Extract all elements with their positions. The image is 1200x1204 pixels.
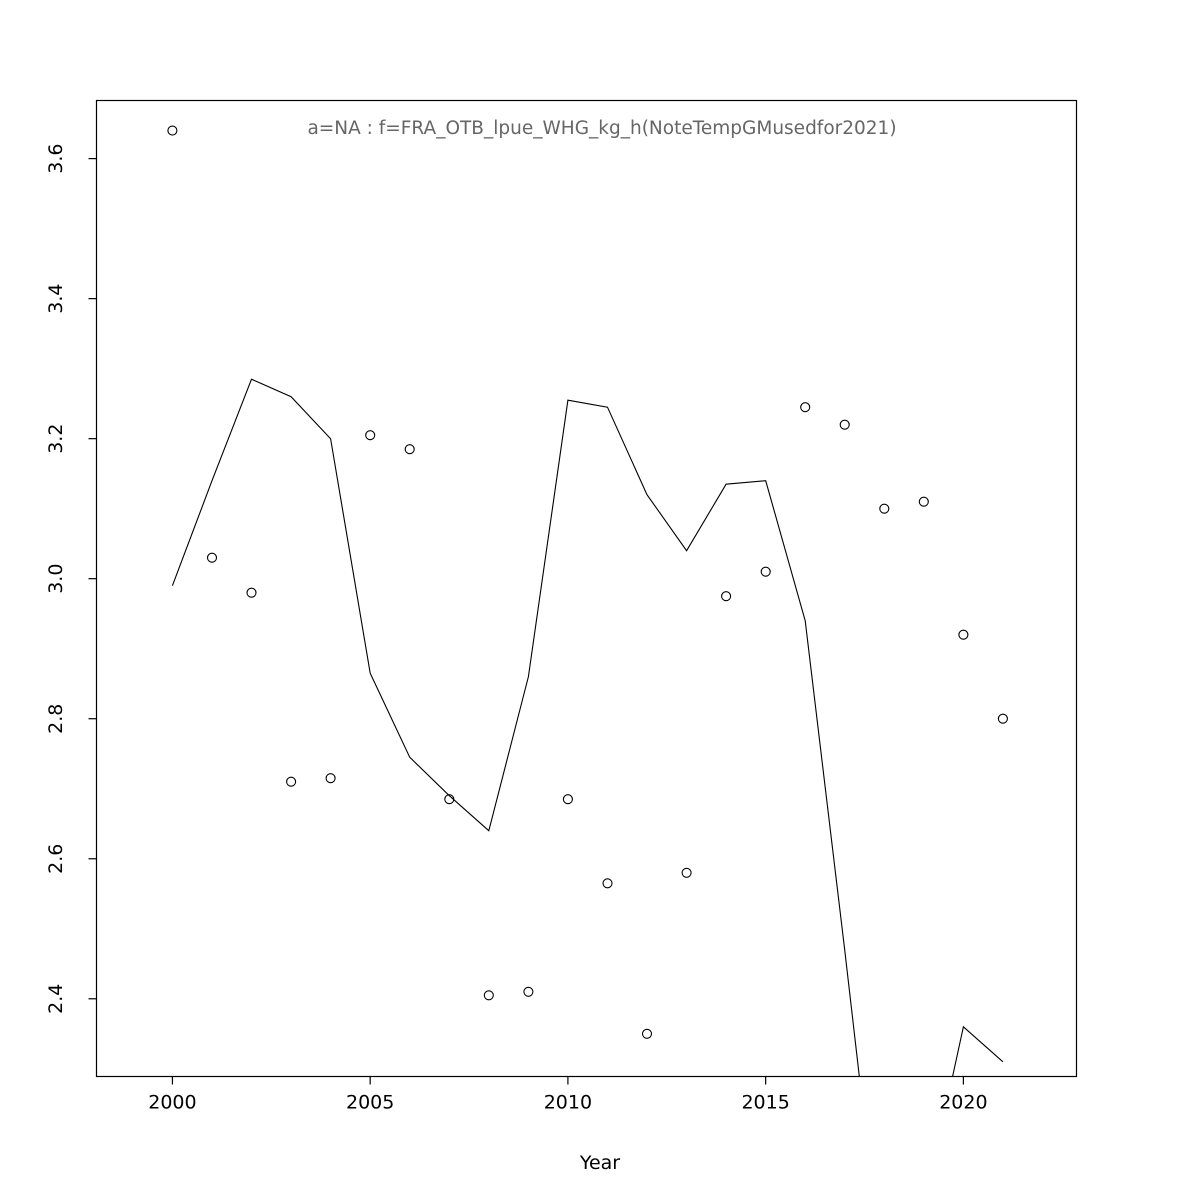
y-axis-ticks: 2.4 2.6 2.8 3.0 3.2 3.4 3.6 <box>45 144 97 1014</box>
x-tick-label: 2015 <box>741 1092 789 1114</box>
scatter-points-series <box>167 125 1008 1039</box>
plot-title: a=NA : f=FRA_OTB_lpue_WHG_kg_h(NoteTempG… <box>307 118 896 139</box>
x-axis-ticks: 2000 2005 2010 2015 2020 <box>148 1076 988 1114</box>
y-tick-label: 3.6 <box>45 144 67 174</box>
data-point <box>839 419 850 430</box>
fitted-line-series <box>171 378 1004 1077</box>
x-tick-label: 2005 <box>346 1092 394 1114</box>
y-tick-label: 2.4 <box>45 984 67 1014</box>
plot-border <box>95 99 1078 1078</box>
y-tick-label: 3.2 <box>45 424 67 454</box>
x-tick-label: 2010 <box>544 1092 592 1114</box>
data-point <box>721 591 732 602</box>
data-point <box>286 776 297 787</box>
data-point <box>483 990 494 1001</box>
data-point <box>246 587 257 598</box>
data-point <box>681 867 692 878</box>
x-tick-label: 2020 <box>939 1092 987 1114</box>
data-point <box>958 629 969 640</box>
data-point <box>206 552 218 563</box>
data-point <box>562 794 573 805</box>
data-point <box>602 878 613 889</box>
data-point <box>800 402 811 413</box>
data-point <box>918 496 929 507</box>
data-point <box>641 1028 653 1039</box>
y-tick-label: 2.6 <box>45 844 67 874</box>
fitted-line <box>171 378 1004 1077</box>
data-point <box>444 794 455 805</box>
data-point <box>404 444 415 455</box>
x-tick-label: 2000 <box>148 1092 196 1114</box>
data-point <box>325 773 336 784</box>
y-tick-label: 3.0 <box>45 564 67 594</box>
data-point <box>167 125 178 136</box>
y-tick-label: 3.4 <box>45 284 67 314</box>
data-point <box>523 986 534 997</box>
x-axis-label: Year <box>579 1152 620 1174</box>
data-point <box>997 713 1008 724</box>
data-point <box>365 430 376 441</box>
data-point <box>760 566 771 577</box>
data-point <box>879 503 890 514</box>
y-tick-label: 2.8 <box>45 704 67 734</box>
